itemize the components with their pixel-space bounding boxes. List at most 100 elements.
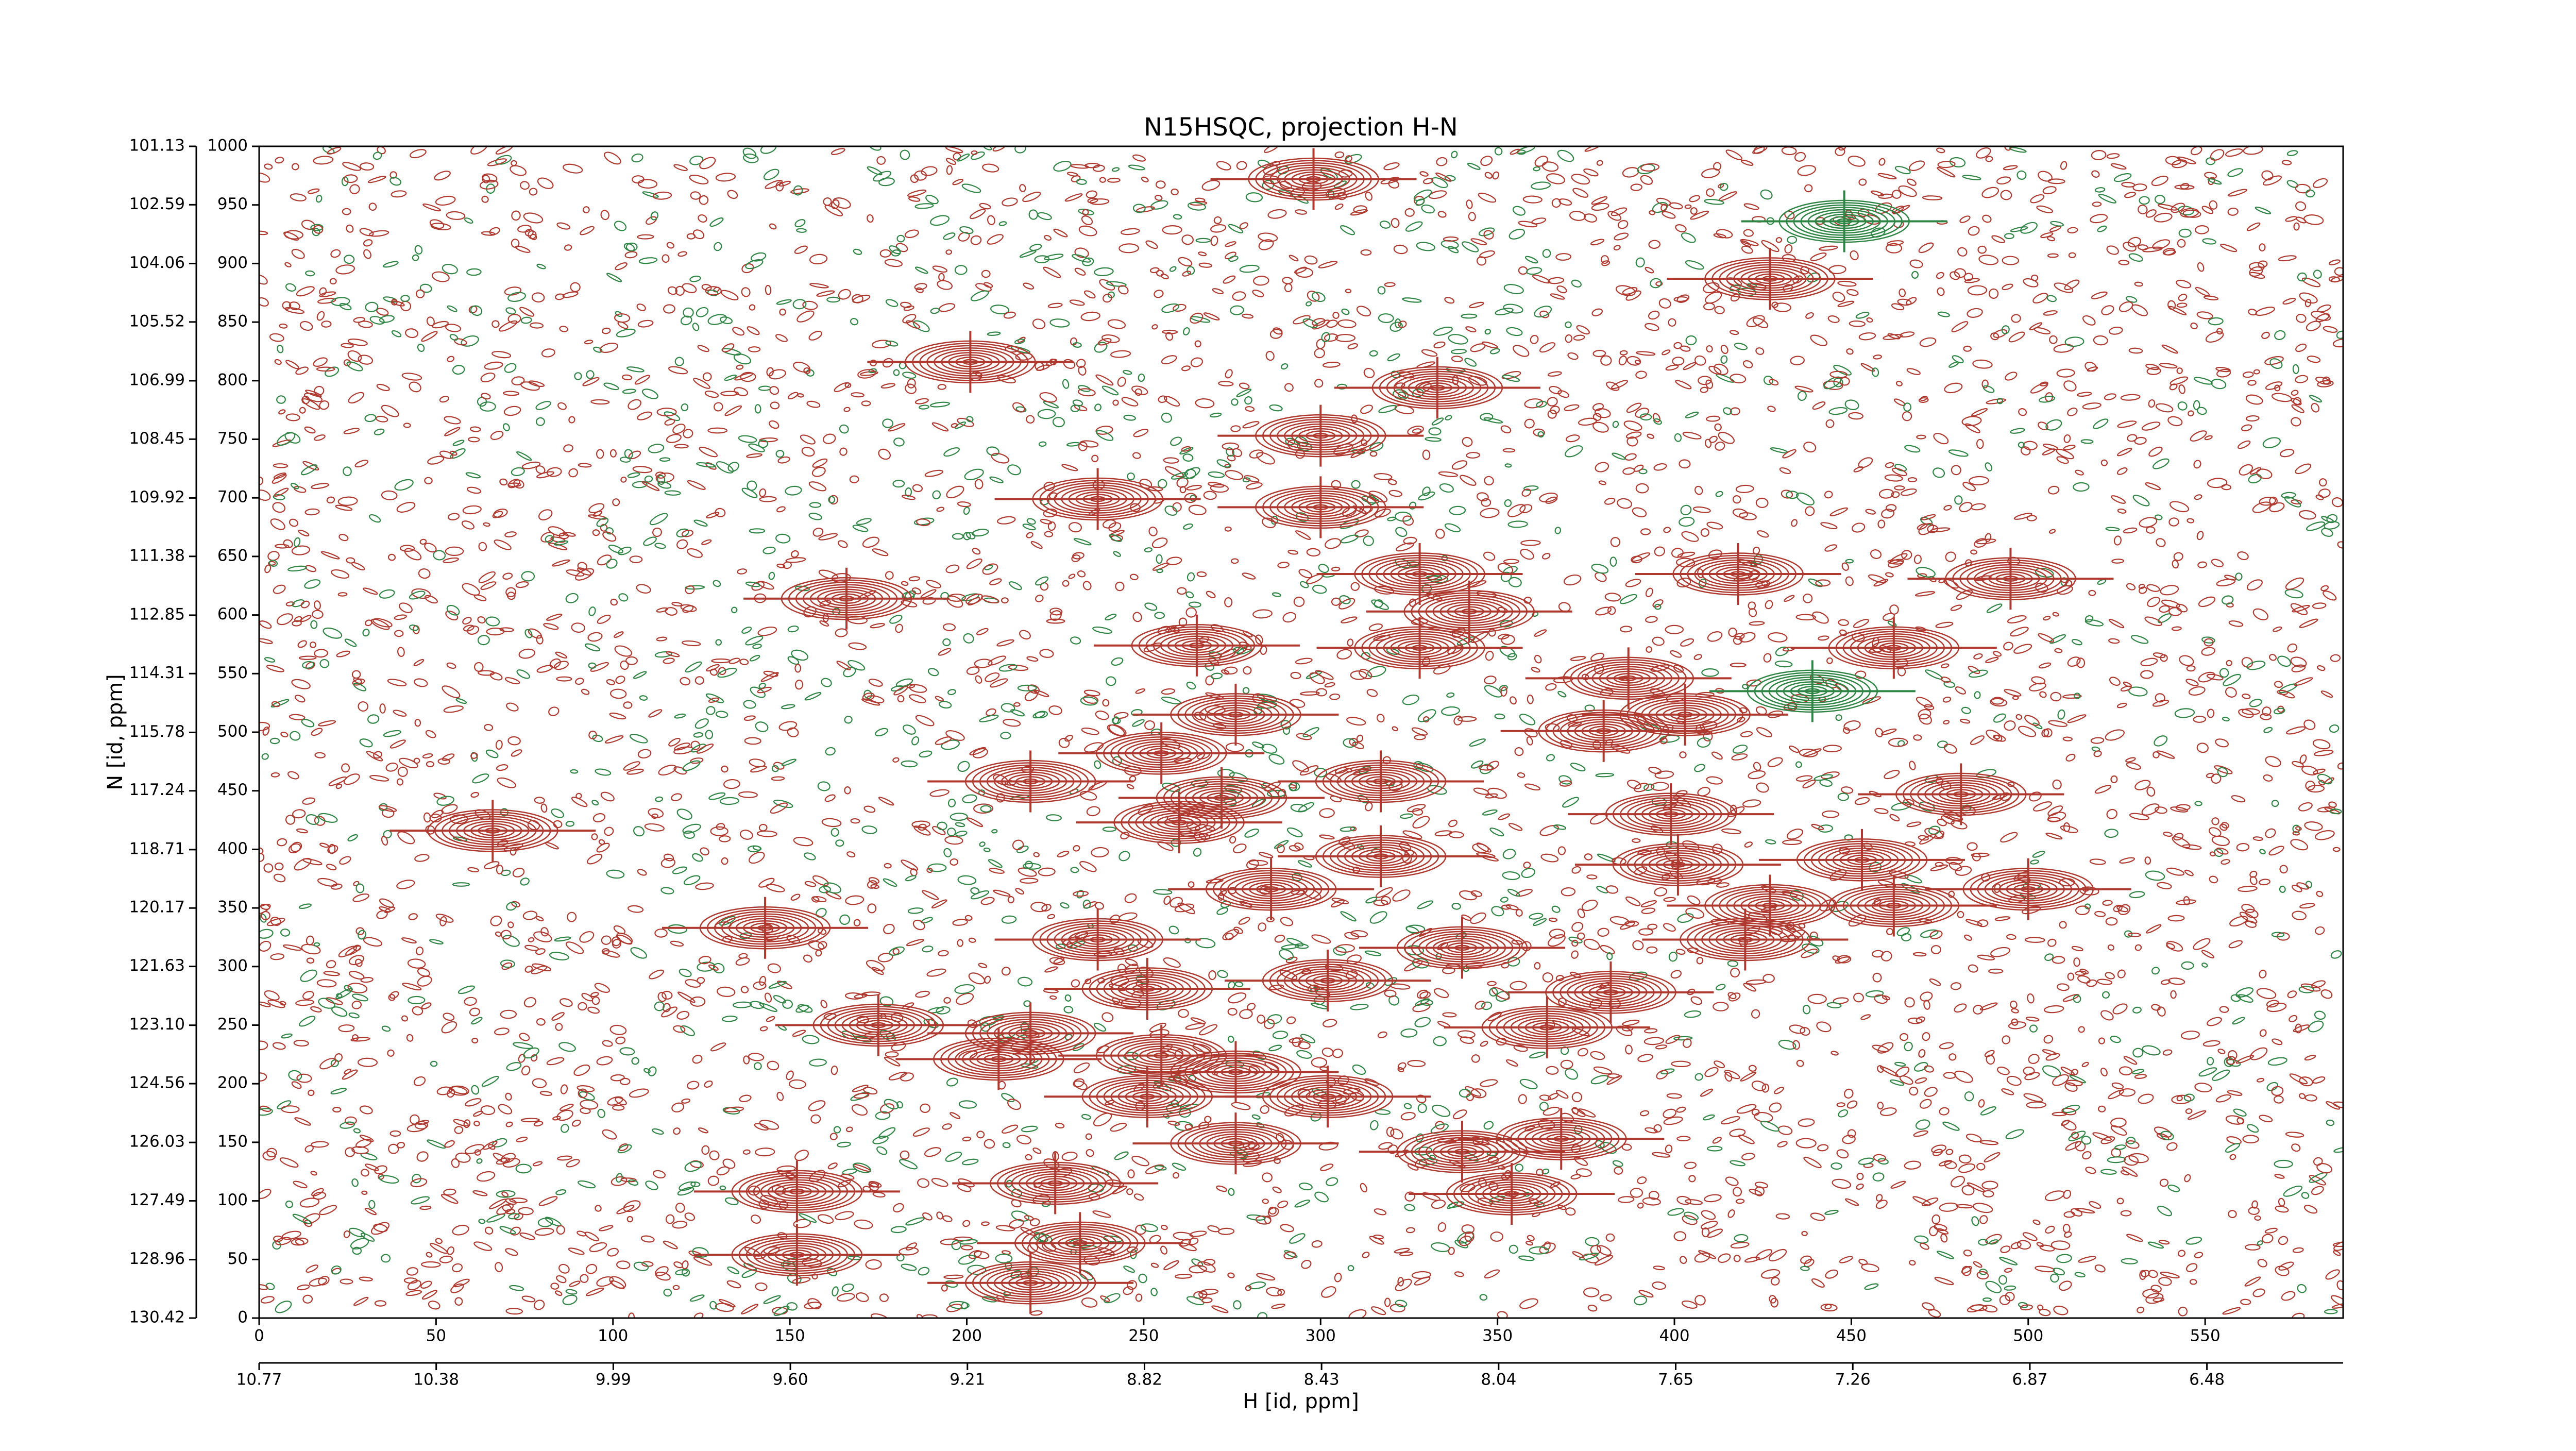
noise-contour [1587,1304,1598,1312]
noise-contour [1534,962,1541,970]
noise-contour [715,711,728,718]
noise-contour [1025,1154,1032,1160]
noise-contour [1314,1191,1329,1203]
noise-contour [1233,926,1243,934]
noise-contour [548,526,566,536]
noise-contour [1314,768,1327,778]
noise-contour [381,1025,391,1032]
noise-contour [540,927,549,937]
noise-contour [1518,221,1538,228]
noise-contour [499,320,518,332]
noise-contour [556,676,572,682]
noise-contour [1920,1242,1929,1250]
noise-contour [920,589,937,599]
noise-contour [2207,478,2228,488]
noise-contour [1334,203,1344,210]
noise-contour [304,508,320,516]
noise-contour [399,602,413,613]
noise-contour [1480,156,1493,166]
noise-contour [536,263,546,269]
noise-contour [1444,297,1455,304]
noise-contour [1043,266,1061,278]
noise-contour [259,721,270,732]
noise-contour [353,1296,369,1306]
noise-contour [430,223,451,230]
noise-contour [1465,326,1477,333]
noise-contour [1959,502,1973,513]
noise-contour [1157,479,1167,488]
noise-contour [343,466,352,477]
noise-contour [397,831,415,845]
noise-contour [879,249,891,258]
noise-contour [1539,825,1559,836]
noise-contour [2215,366,2231,373]
noise-contour [1360,249,1372,256]
noise-contour [2264,1227,2278,1234]
noise-contour [974,479,984,490]
noise-contour [417,343,425,352]
noise-contour [1421,204,1435,214]
noise-contour [1804,184,1813,193]
noise-contour [1782,839,1802,846]
noise-contour [1038,441,1047,447]
noise-contour [962,1136,972,1142]
noise-contour [1383,162,1400,171]
noise-contour [2291,404,2304,413]
noise-contour [611,1176,628,1186]
noise-contour [715,173,736,182]
noise-contour [1877,1042,1894,1054]
noise-contour [1963,345,1972,352]
noise-contour [2120,394,2141,401]
noise-contour [1484,1269,1500,1279]
noise-contour [1820,522,1838,529]
noise-contour [1230,558,1239,564]
noise-contour [355,1138,372,1148]
noise-contour [910,174,919,183]
noise-contour [2309,1175,2326,1186]
noise-contour [1132,452,1141,459]
noise-contour [1789,1024,1806,1034]
noise-contour [1720,345,1728,355]
noise-contour [618,593,629,602]
noise-contour [931,422,949,432]
noise-contour [2279,865,2288,874]
noise-contour [568,416,575,424]
noise-contour [945,564,960,573]
noise-contour [1306,573,1324,584]
noise-contour [633,671,647,679]
noise-contour [1605,1233,1615,1242]
noise-contour [888,423,906,432]
noise-contour [1264,146,1279,153]
noise-contour [1648,1190,1659,1200]
noise-contour [1858,178,1867,186]
noise-contour [599,1225,614,1231]
noise-contour [323,627,343,639]
noise-contour [1387,353,1400,362]
noise-contour [1029,1218,1040,1226]
noise-contour [2240,1298,2251,1305]
noise-contour [2295,343,2307,352]
noise-contour [1448,1246,1455,1255]
noise-contour [680,604,697,612]
noise-contour [1663,527,1671,533]
noise-contour [602,1040,613,1047]
noise-contour [844,992,863,1000]
noise-contour [2304,821,2323,831]
noise-contour [1570,656,1586,661]
noise-contour [496,764,509,771]
noise-contour [839,447,848,456]
noise-contour [2038,171,2053,182]
noise-contour [1964,1091,1974,1102]
noise-contour [1760,189,1773,200]
noise-contour [1795,614,1816,621]
noise-contour [1673,1036,1693,1041]
noise-contour [628,905,644,913]
noise-contour [936,507,945,512]
noise-contour [1704,1067,1719,1077]
noise-contour [1422,178,1434,184]
noise-contour [1412,428,1422,434]
noise-contour [628,450,641,460]
noise-contour [316,311,325,321]
noise-contour [1721,1116,1740,1125]
noise-contour [1887,240,1904,246]
